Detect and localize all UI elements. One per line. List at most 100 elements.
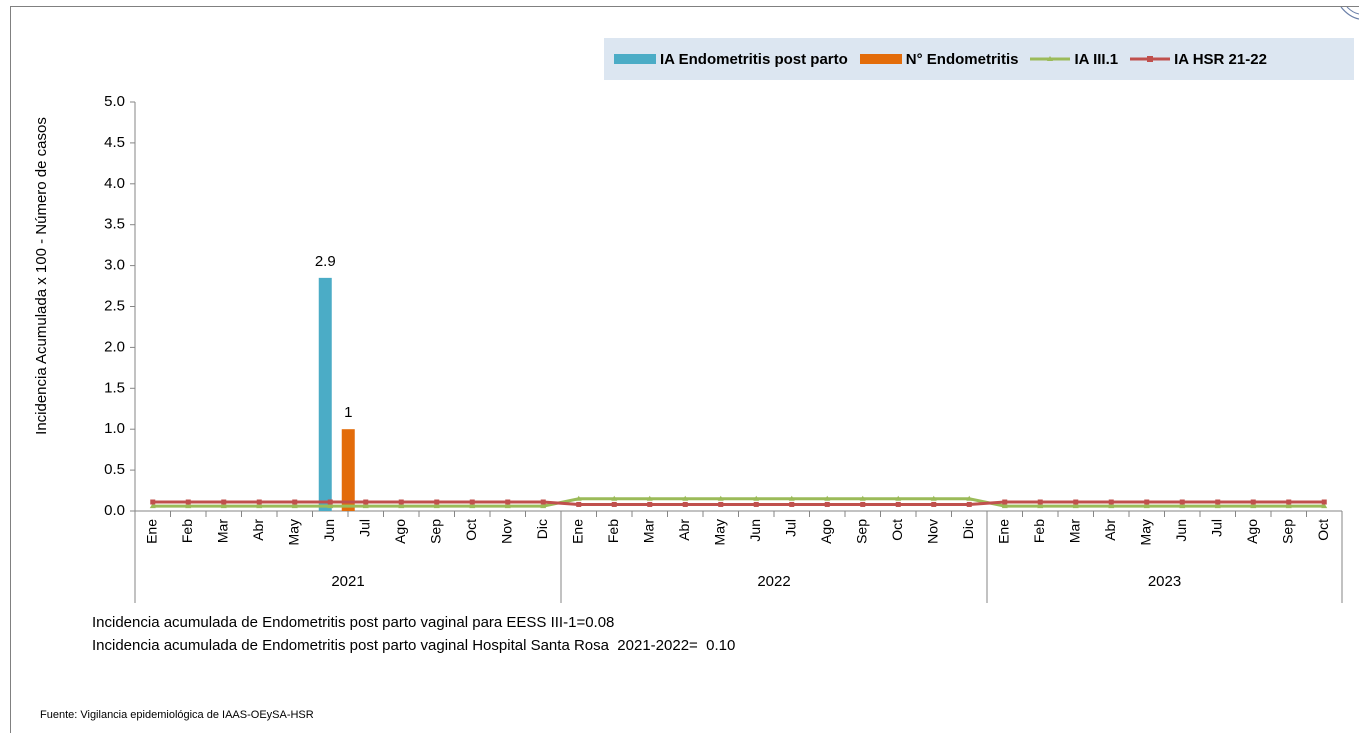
x-tick-label: May [1137,519,1153,545]
x-tick-label: Sep [1279,519,1295,544]
series-marker [966,501,972,507]
y-tick-label: 4.5 [104,134,125,151]
y-tick-label: 5.0 [104,93,125,110]
series-marker [291,503,298,509]
legend-item-n-endometritis: N° Endometritis [859,50,1019,68]
x-tick-label: Jul [1208,519,1224,537]
series-marker [1144,499,1150,505]
x-tick-label: Mar [640,519,656,543]
series-marker [220,503,227,509]
series-marker [788,495,795,501]
series-marker [682,501,688,507]
x-tick-label: Abr [1102,519,1118,541]
x-tick-label: Jul [356,519,372,537]
year-label: 2023 [1148,573,1181,590]
series-marker [1250,499,1256,505]
legend-swatch-ia-hsr [1130,56,1171,62]
chart-frame [10,6,1359,733]
source-note: Fuente: Vigilancia epidemiológica de IAA… [40,709,314,721]
series-marker [1072,503,1079,509]
series-marker [540,499,546,505]
x-tick-label: Sep [427,519,443,544]
x-tick-label: Feb [1031,519,1047,543]
year-label: 2021 [331,573,364,590]
series-marker [1001,503,1008,509]
series-marker [327,499,333,505]
data-label: 2.9 [315,253,336,270]
series-marker [398,503,405,509]
x-tick-label: Jul [782,519,798,537]
series-marker [753,501,759,507]
x-tick-label: Jun [1173,519,1189,542]
series-marker [1002,499,1008,505]
series-marker [895,501,901,507]
series-marker [717,495,724,501]
series-marker [433,503,440,509]
bars [318,277,355,511]
series-marker [540,503,547,509]
series-marker [469,499,475,505]
x-tick-label: Sep [853,519,869,544]
series-marker [753,495,760,501]
x-tick-label: Oct [463,519,479,541]
y-tick-label: 3.0 [104,257,125,274]
series-lines [149,495,1328,509]
legend-swatch-n-endometritis [859,54,902,64]
x-tick-label: Ene [143,519,159,544]
series-marker [824,495,831,501]
x-tick-label: Abr [676,519,692,541]
series-marker [327,503,334,509]
series-marker [859,495,866,501]
y-axis-label: Incidencia Acumulada x 100 - Número de c… [33,117,50,435]
y-tick-label: 2.0 [104,338,125,355]
series-marker [682,495,689,501]
series-marker [930,495,937,501]
series-marker [434,499,440,505]
series-marker [149,503,156,509]
x-tick-label: Ago [392,519,408,544]
x-tick-label: Jun [747,519,763,542]
note-eess: Incidencia acumulada de Endometritis pos… [92,614,615,631]
series-marker [1179,503,1186,509]
series-marker [469,503,476,509]
series-marker [363,499,369,505]
series-marker [611,495,618,501]
series-marker [1073,499,1079,505]
data-labels: 2.91 [315,253,353,421]
x-tick-label: Ene [569,519,585,544]
y-tick-label: 0.0 [104,502,125,519]
legend-swatch-ia-endometritis [614,54,656,64]
series-marker [150,499,156,505]
x-tick-label: Dic [960,519,976,539]
year-label: 2022 [757,573,790,590]
series-marker [362,503,369,509]
y-tick-label: 1.0 [104,420,125,437]
legend-item-ia-hsr: IA HSR 21-22 [1130,51,1267,68]
series-marker [256,503,263,509]
series-marker [1286,499,1292,505]
series-marker [1285,503,1292,509]
x-tick-label: Oct [1315,519,1331,541]
bar [318,277,332,511]
legend-swatch-ia-iii1 [1030,56,1071,61]
x-tick-label: Nov [498,519,514,544]
series-marker [576,501,582,507]
x-tick-label: Ago [1244,519,1260,544]
x-tick-label: Nov [924,519,940,544]
bar [341,429,355,511]
series-marker [611,501,617,507]
legend-label-n-endometritis: N° Endometritis [905,50,1019,68]
x-tick-label: Feb [179,519,195,543]
y-tick-label: 1.5 [104,379,125,396]
x-tick-label: Abr [250,519,266,541]
series-marker [1214,503,1221,509]
y-tick-label: 3.5 [104,216,125,233]
legend-label-ia-hsr: IA HSR 21-22 [1174,50,1267,68]
legend-label-ia-iii1: IA III.1 [1074,50,1119,68]
x-tick-label: Jun [321,519,337,542]
series-marker [1037,503,1044,509]
series-marker [931,501,937,507]
series-marker [1321,503,1328,509]
series-marker [718,501,724,507]
